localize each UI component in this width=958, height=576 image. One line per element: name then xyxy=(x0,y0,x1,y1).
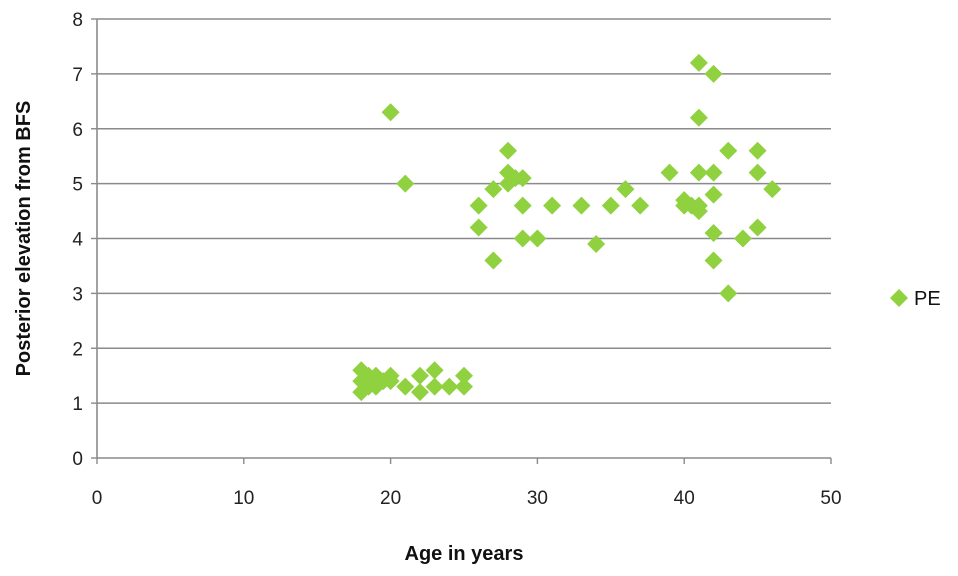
data-point-0-47 xyxy=(704,64,723,83)
data-point-0-17 xyxy=(455,377,473,396)
data-point-0-20 xyxy=(469,218,488,237)
data-point-0-10 xyxy=(396,377,415,396)
x-tick-label-50: 50 xyxy=(820,488,841,509)
data-point-0-16 xyxy=(455,366,473,385)
legend-label-0: PE xyxy=(914,288,941,310)
data-points xyxy=(352,53,782,402)
y-tick-label-2: 2 xyxy=(72,339,83,360)
data-point-0-54 xyxy=(733,229,752,248)
data-point-0-21 xyxy=(469,196,488,215)
data-point-0-32 xyxy=(543,196,562,215)
data-point-0-33 xyxy=(572,196,591,215)
x-tick-label-0: 0 xyxy=(92,488,103,509)
data-point-0-13 xyxy=(425,361,444,380)
data-point-0-52 xyxy=(719,141,738,160)
data-point-0-24 xyxy=(499,141,518,160)
y-tick-label-6: 6 xyxy=(72,120,83,141)
y-tick-label-4: 4 xyxy=(72,230,83,251)
data-point-0-22 xyxy=(484,251,503,270)
data-point-0-57 xyxy=(748,218,767,237)
data-point-0-49 xyxy=(704,185,723,204)
axes xyxy=(91,18,832,464)
data-point-0-46 xyxy=(689,202,708,221)
data-point-0-44 xyxy=(689,163,708,182)
gridlines xyxy=(97,18,831,404)
x-tick-label-20: 20 xyxy=(380,488,401,509)
data-point-0-51 xyxy=(704,251,723,270)
x-tick-label-40: 40 xyxy=(674,488,695,509)
data-point-0-35 xyxy=(601,196,620,215)
data-point-0-58 xyxy=(763,180,782,199)
data-point-0-11 xyxy=(410,366,429,385)
data-point-0-38 xyxy=(660,163,679,182)
data-point-0-14 xyxy=(425,377,444,396)
data-point-0-50 xyxy=(704,224,723,243)
data-point-0-43 xyxy=(689,108,708,127)
legend-marker-0 xyxy=(890,289,908,307)
x-tick-label-10: 10 xyxy=(233,488,254,509)
data-point-0-55 xyxy=(748,141,767,160)
data-point-0-36 xyxy=(616,180,635,199)
data-point-0-15 xyxy=(440,377,459,396)
data-point-0-29 xyxy=(513,196,532,215)
data-point-0-42 xyxy=(689,53,708,72)
data-point-0-34 xyxy=(587,234,606,253)
data-point-0-30 xyxy=(513,229,532,248)
data-point-0-23 xyxy=(484,180,503,199)
x-axis-title: Age in years xyxy=(405,543,524,565)
data-point-0-9 xyxy=(381,372,400,391)
data-point-0-18 xyxy=(381,103,400,122)
data-point-0-19 xyxy=(396,174,415,193)
data-point-0-12 xyxy=(410,383,429,402)
y-tick-label-7: 7 xyxy=(72,65,83,86)
tick-labels: 0 1 2 3 4 5 6 7 8 0 10 20 30 40 50 xyxy=(72,10,841,509)
y-tick-label-0: 0 xyxy=(72,449,83,470)
data-point-0-56 xyxy=(748,163,767,182)
y-tick-label-1: 1 xyxy=(72,394,83,415)
y-axis-title: Posterior elevation from BFS xyxy=(13,101,35,377)
y-tick-label-5: 5 xyxy=(72,175,83,196)
data-point-0-48 xyxy=(704,163,723,182)
legend: PE xyxy=(890,288,941,310)
y-tick-label-3: 3 xyxy=(72,284,83,305)
data-point-0-28 xyxy=(513,169,532,188)
data-point-0-37 xyxy=(631,196,650,215)
data-point-0-31 xyxy=(528,229,547,248)
y-tick-label-8: 8 xyxy=(72,10,83,31)
data-point-0-53 xyxy=(719,284,738,303)
x-tick-label-30: 30 xyxy=(527,488,548,509)
